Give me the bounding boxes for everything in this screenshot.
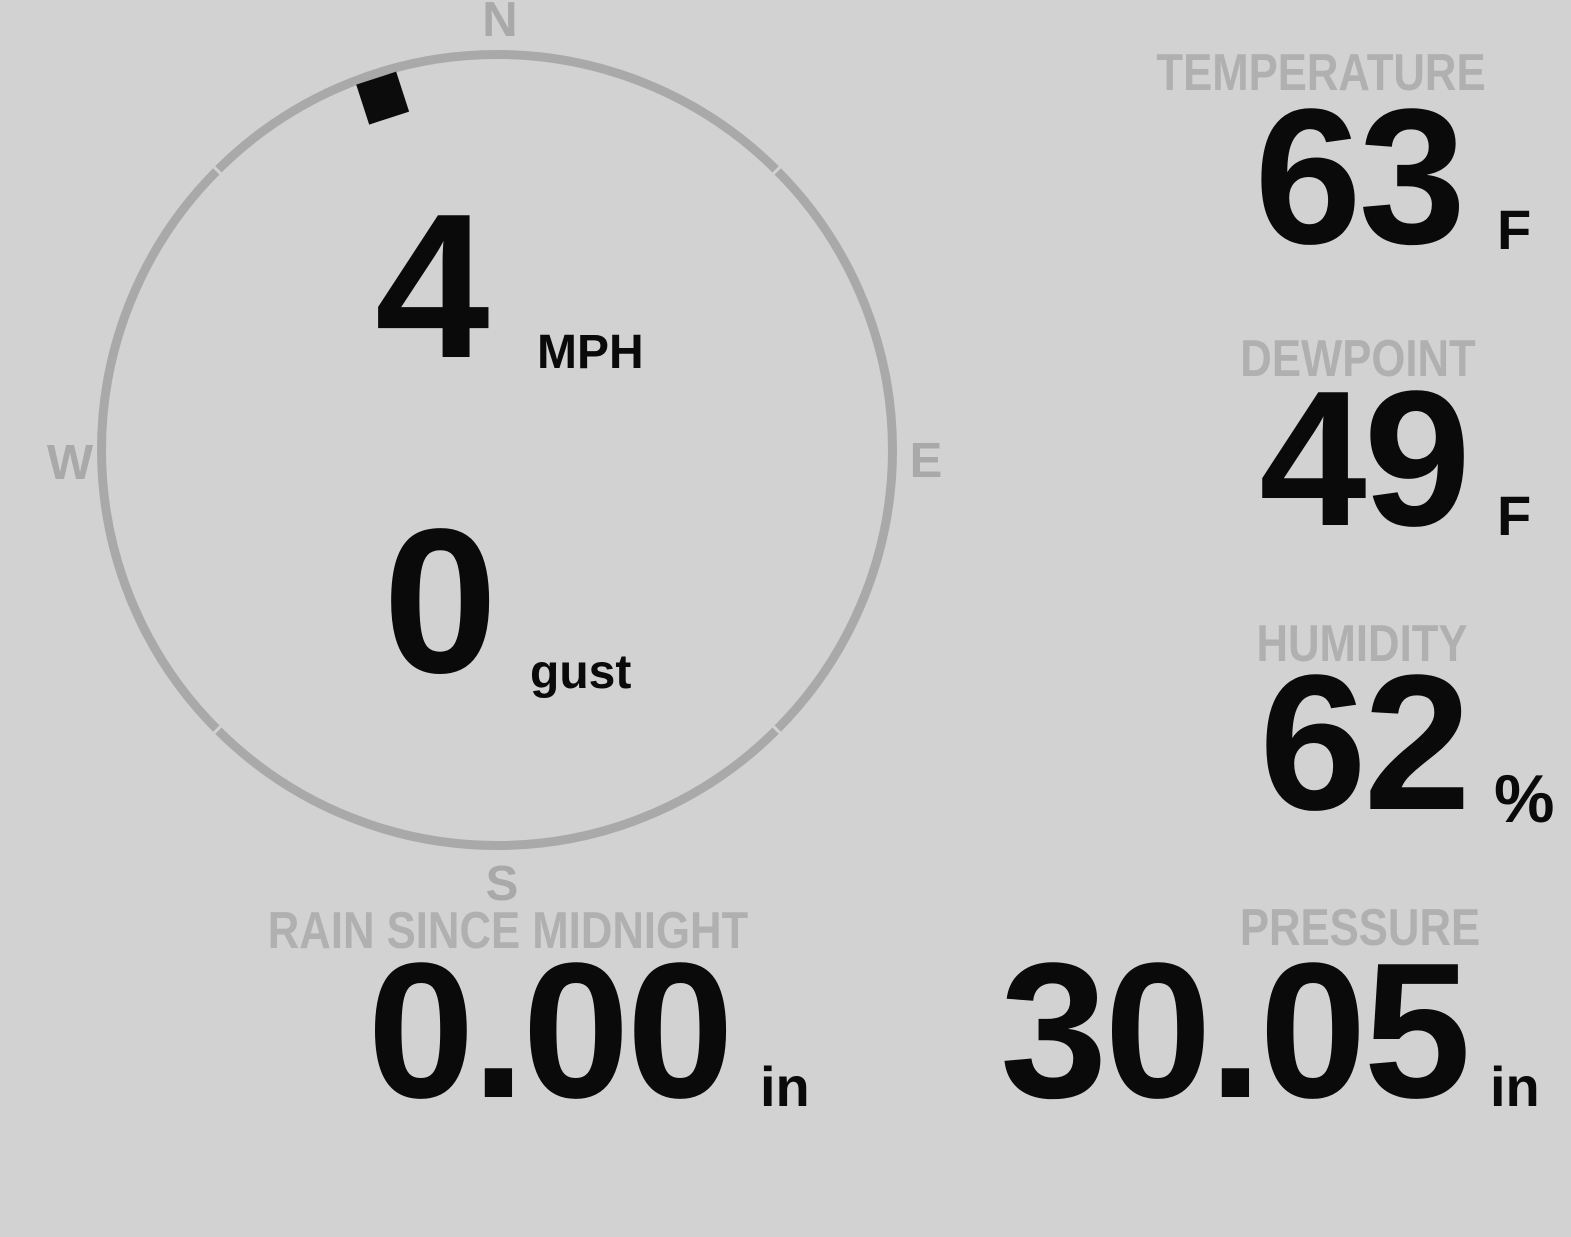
compass-notch-se <box>768 721 786 739</box>
compass-cardinal-west: W <box>46 436 94 490</box>
compass-notch-sw <box>208 721 226 739</box>
wind-speed-value: 4 <box>375 171 490 401</box>
rain-label: RAIN SINCE MIDNIGHT <box>267 902 749 960</box>
temperature-label: TEMPERATURE <box>1156 44 1486 102</box>
wind-direction-marker <box>356 71 410 125</box>
humidity-label: HUMIDITY <box>1256 615 1468 673</box>
wind-speed-unit: MPH <box>537 326 644 379</box>
temperature-unit: F <box>1497 198 1532 261</box>
compass-ring <box>97 50 897 850</box>
wind-compass-gauge <box>97 50 897 850</box>
dewpoint-label: DEWPOINT <box>1240 330 1476 388</box>
compass-cardinal-north: N <box>482 0 518 47</box>
dewpoint-value: 49 <box>1259 350 1471 566</box>
dewpoint-unit: F <box>1497 484 1532 547</box>
compass-cardinal-east: E <box>909 434 943 488</box>
humidity-unit: % <box>1494 761 1555 837</box>
pressure-label: PRESSURE <box>1239 899 1481 957</box>
humidity-value: 62 <box>1259 634 1471 850</box>
temperature-value: 63 <box>1254 68 1466 284</box>
wind-gust-value: 0 <box>383 486 498 716</box>
wind-gust-unit: gust <box>530 646 632 699</box>
rain-value: 0.00 <box>367 922 734 1138</box>
compass-notch-nw <box>208 161 226 179</box>
pressure-value: 30.05 <box>1000 922 1471 1138</box>
compass-notch-ne <box>768 161 786 179</box>
compass-cardinal-south: S <box>485 857 519 911</box>
rain-unit: in <box>760 1055 810 1118</box>
pressure-unit: in <box>1490 1055 1540 1118</box>
